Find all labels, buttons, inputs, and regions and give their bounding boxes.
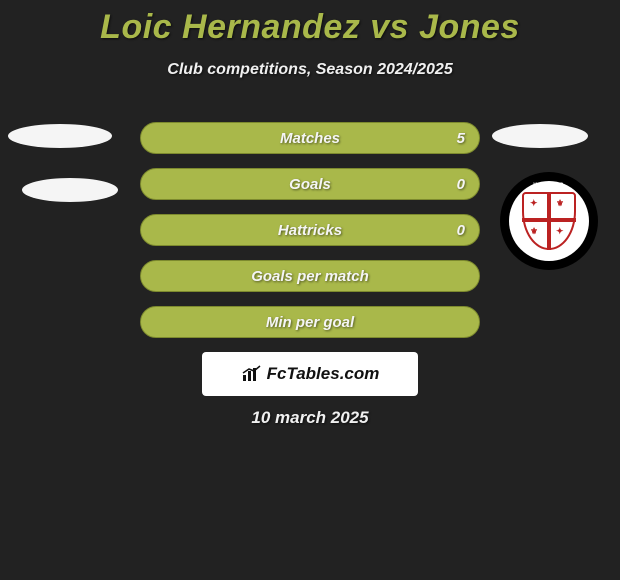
date-label: 10 march 2025 bbox=[0, 408, 620, 428]
stats-chart: Matches 5 Goals 0 Hattricks 0 Goals per … bbox=[140, 122, 480, 352]
bar-row: Min per goal bbox=[140, 306, 480, 338]
bar-row: Goals per match bbox=[140, 260, 480, 292]
watermark-text: FcTables.com bbox=[267, 364, 380, 384]
bar-row: Hattricks 0 bbox=[140, 214, 480, 246]
bar-label: Matches bbox=[141, 123, 479, 154]
bar-value: 5 bbox=[457, 123, 465, 154]
player-slot-right-1 bbox=[492, 124, 588, 148]
chart-icon bbox=[241, 365, 263, 383]
bar-value: 0 bbox=[457, 215, 465, 246]
bar-label: Goals per match bbox=[141, 261, 479, 292]
player-slot-left-1 bbox=[8, 124, 112, 148]
crest-text: WOKING bbox=[500, 183, 598, 189]
bar-label: Min per goal bbox=[141, 307, 479, 338]
bar-label: Goals bbox=[141, 169, 479, 200]
subtitle: Club competitions, Season 2024/2025 bbox=[0, 61, 620, 79]
bar-row: Goals 0 bbox=[140, 168, 480, 200]
bar-row: Matches 5 bbox=[140, 122, 480, 154]
club-crest: WOKING ✦ ⚜ ⚜ ✦ bbox=[500, 172, 598, 270]
player-slot-left-2 bbox=[22, 178, 118, 202]
bar-label: Hattricks bbox=[141, 215, 479, 246]
watermark-logo: FcTables.com bbox=[202, 352, 418, 396]
bar-value: 0 bbox=[457, 169, 465, 200]
page-title: Loic Hernandez vs Jones bbox=[0, 0, 620, 47]
